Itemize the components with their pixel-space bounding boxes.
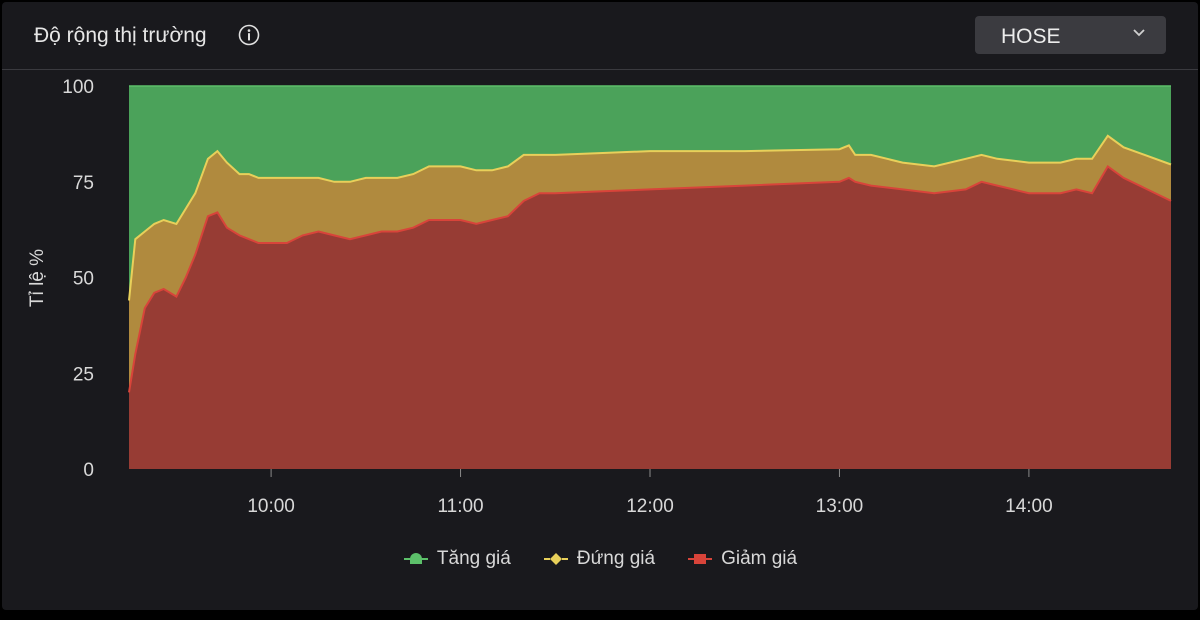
legend-item-flat[interactable]: Đứng giá: [543, 548, 655, 570]
x-tick-label: 12:00: [626, 496, 674, 517]
area-series-up: [129, 86, 1171, 301]
x-tick-label: 14:00: [1005, 496, 1053, 517]
legend-down-marker-icon: [688, 554, 713, 564]
legend-label-flat: Đứng giá: [576, 548, 656, 569]
x-tick-label: 13:00: [816, 496, 864, 517]
legend-item-down[interactable]: Giảm giá: [687, 548, 797, 570]
chevron-down-icon: [1133, 29, 1145, 37]
exchange-select[interactable]: HOSE: [975, 16, 1166, 54]
area-series-down: [129, 166, 1171, 469]
x-tick-label: 11:00: [437, 496, 483, 517]
legend-flat-marker-icon: [543, 553, 568, 565]
y-axis-label: Tỉ lệ %: [27, 249, 48, 307]
legend-label-down: Giảm giá: [721, 548, 798, 569]
panel-header: Độ rộng thị trường HOSE: [2, 2, 1198, 70]
y-tick-label: 0: [83, 460, 94, 481]
info-circle-icon[interactable]: [238, 24, 260, 46]
chart-legend: Tăng giá Đứng giá Giảm giá: [0, 548, 1200, 570]
x-tick-label: 10:00: [247, 496, 295, 517]
y-tick-label: 100: [62, 77, 94, 98]
panel-title: Độ rộng thị trường: [34, 24, 207, 47]
legend-item-up[interactable]: Tăng giá: [403, 548, 511, 570]
line-series-flat: [128, 134, 1172, 301]
area-series-flat: [129, 135, 1171, 393]
legend-up-marker-icon: [403, 553, 428, 564]
y-tick-label: 75: [73, 173, 94, 194]
line-series-down: [128, 164, 1172, 393]
y-tick-label: 25: [73, 364, 94, 385]
exchange-select-value: HOSE: [1001, 25, 1061, 48]
legend-label-up: Tăng giá: [436, 548, 511, 569]
y-tick-label: 50: [73, 269, 94, 290]
